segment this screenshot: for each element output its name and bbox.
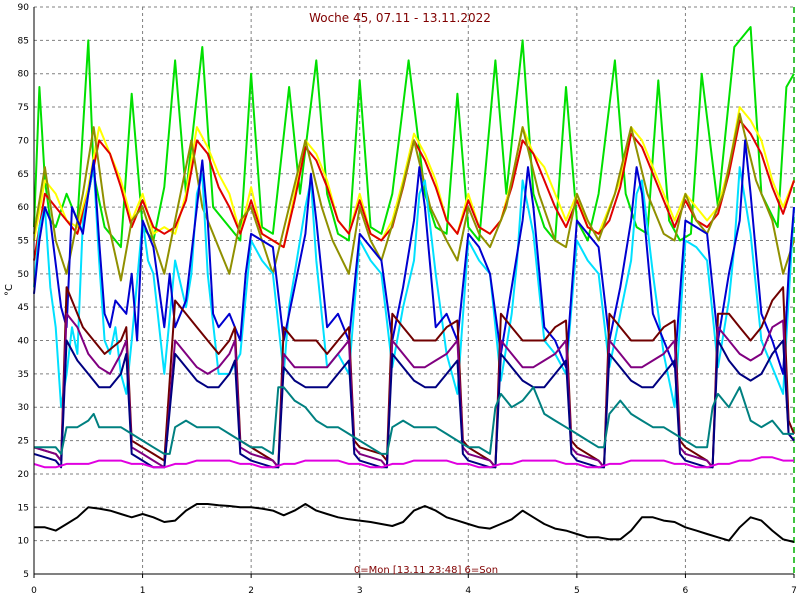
grid-lines	[34, 6, 795, 574]
y-tick-label: 5	[23, 570, 29, 580]
y-tick-label: 90	[18, 3, 30, 13]
y-tick-label: 30	[18, 403, 30, 413]
y-tick-labels: 5 10 15 20 25 30 35 40 45 50 55 60 65 70 75 80 85 90	[18, 3, 30, 580]
y-tick-label: 15	[18, 503, 29, 513]
y-axis-label: °C	[4, 284, 15, 296]
x-tick-label: 2	[248, 586, 254, 596]
x-tick-labels: 0 1 2 3 4 5 6 7	[31, 586, 797, 596]
y-tick-label: 80	[18, 70, 30, 80]
series-line-3	[33, 112, 795, 282]
series-line-0	[33, 26, 795, 249]
x-tick-label: 5	[574, 586, 580, 596]
y-tick-label: 25	[18, 437, 29, 447]
x-tick-label: 6	[683, 586, 689, 596]
series-line-1	[33, 106, 795, 249]
y-tick-label: 65	[18, 170, 29, 180]
y-tick-label: 35	[18, 370, 29, 380]
x-tick-label: 0	[31, 586, 37, 596]
y-tick-label: 70	[18, 136, 30, 146]
x-tick-label: 3	[357, 586, 363, 596]
x-tick-label: 7	[791, 586, 797, 596]
chart-title: Woche 45, 07.11 - 13.11.2022	[309, 11, 491, 25]
series-line-7	[33, 312, 795, 469]
y-tick-label: 85	[18, 36, 29, 46]
y-tick-label: 60	[18, 203, 30, 213]
y-tick-label: 75	[18, 103, 29, 113]
series-line-5	[33, 139, 795, 375]
x-tick-label: 4	[465, 586, 471, 596]
x-tick-label: 1	[140, 586, 146, 596]
y-tick-label: 50	[18, 270, 30, 280]
series-lines	[33, 26, 795, 543]
axes	[33, 7, 795, 578]
series-line-11	[34, 503, 795, 543]
y-tick-label: 45	[18, 303, 29, 313]
y-tick-label: 40	[18, 337, 30, 347]
y-tick-label: 55	[18, 236, 29, 246]
chart-footer: 0=Mon [13.11 23:48] 6=Son	[354, 565, 498, 576]
series-line-10	[33, 456, 794, 469]
y-tick-label: 20	[18, 470, 30, 480]
y-tick-label: 10	[18, 537, 30, 547]
series-line-9	[34, 386, 794, 455]
